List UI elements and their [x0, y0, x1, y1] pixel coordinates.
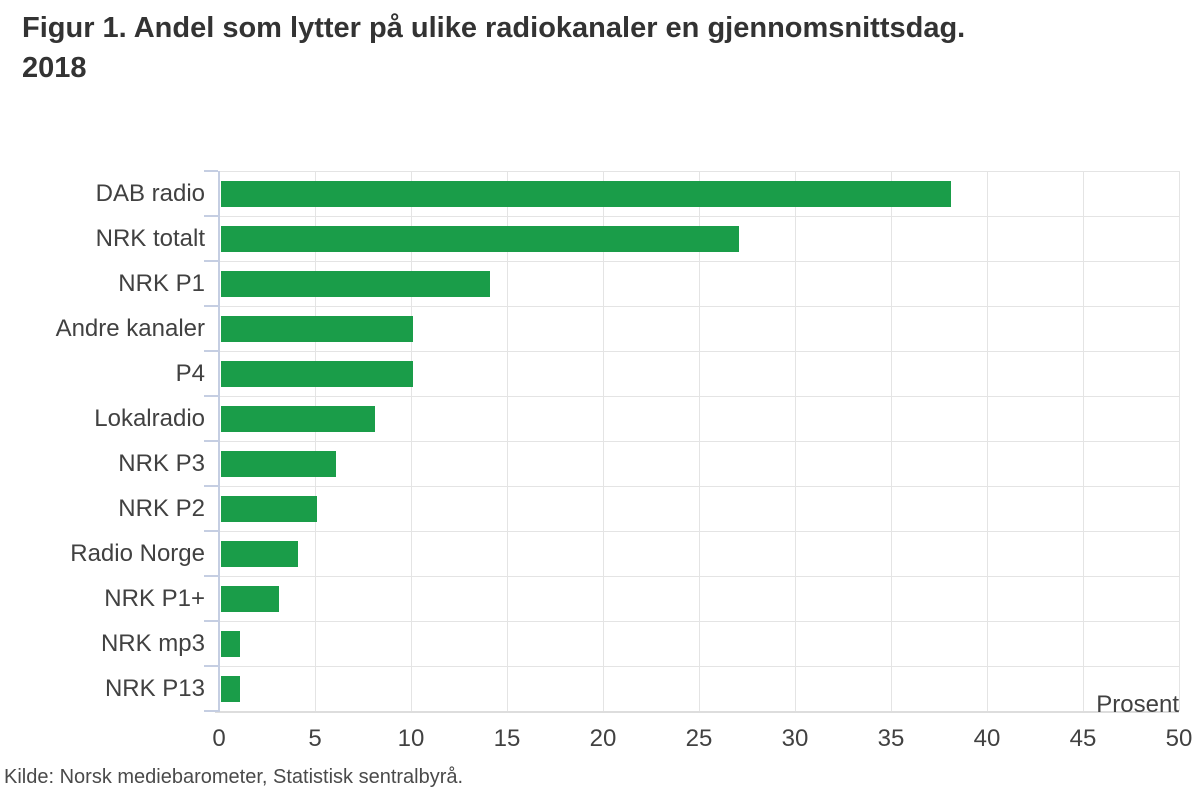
gridline-horizontal [219, 396, 1179, 397]
category-label: Andre kanaler [55, 315, 205, 342]
bar [221, 450, 337, 477]
bar [221, 180, 951, 207]
bar [221, 675, 241, 702]
y-axis-tick [204, 260, 218, 262]
gridline-horizontal [219, 216, 1179, 217]
category-label: NRK P2 [118, 495, 205, 522]
category-label: P4 [175, 360, 205, 387]
x-axis-tick-label: 30 [781, 725, 809, 752]
gridline-horizontal [219, 261, 1179, 262]
x-axis-tick-label: 10 [397, 725, 425, 752]
category-label: NRK P13 [104, 675, 205, 702]
y-axis-tick [204, 620, 218, 622]
gridline-horizontal [219, 171, 1179, 172]
bar [221, 630, 241, 657]
y-axis-tick [204, 575, 218, 577]
bar [221, 585, 279, 612]
y-axis-tick [204, 440, 218, 442]
category-label: NRK P1 [118, 270, 205, 297]
bar [221, 270, 490, 297]
figure-title-line2: 2018 [22, 52, 87, 84]
x-axis-title: Prosent [1096, 691, 1179, 718]
y-axis-tick [204, 485, 218, 487]
bar [221, 315, 413, 342]
bar [221, 225, 740, 252]
y-axis-tick [204, 305, 218, 307]
category-label: NRK totalt [95, 225, 205, 252]
gridline-horizontal [219, 621, 1179, 622]
gridline-horizontal [219, 486, 1179, 487]
x-axis-tick-label: 40 [973, 725, 1001, 752]
y-axis-line [218, 171, 220, 712]
source-note: Kilde: Norsk mediebarometer, Statistisk … [4, 766, 464, 788]
y-axis-tick [204, 350, 218, 352]
gridline-horizontal [219, 531, 1179, 532]
x-axis-tick-label: 35 [877, 725, 905, 752]
bar [221, 405, 375, 432]
category-label: NRK mp3 [100, 630, 205, 657]
x-axis-tick-label: 50 [1165, 725, 1193, 752]
y-axis-tick [204, 395, 218, 397]
gridline-horizontal [219, 666, 1179, 667]
gridline-vertical [1179, 171, 1180, 711]
y-axis-tick [204, 665, 218, 667]
x-axis-line [215, 711, 1179, 713]
category-label: Radio Norge [70, 540, 205, 567]
category-label: NRK P3 [118, 450, 205, 477]
category-label: DAB radio [95, 180, 205, 207]
gridline-horizontal [219, 441, 1179, 442]
x-axis-tick-label: 20 [589, 725, 617, 752]
figure-title: Figur 1. Andel som lytter på ulike radio… [22, 8, 965, 88]
bar [221, 360, 413, 387]
y-axis-tick [204, 530, 218, 532]
category-label: Lokalradio [94, 405, 205, 432]
x-axis-tick-label: 15 [493, 725, 521, 752]
x-axis-tick-label: 0 [212, 725, 226, 752]
gridline-horizontal [219, 576, 1179, 577]
y-axis-tick [204, 710, 218, 712]
y-axis-tick [204, 170, 218, 172]
x-axis-tick-label: 45 [1069, 725, 1097, 752]
x-axis-tick-label: 25 [685, 725, 713, 752]
figure-title-line1: Figur 1. Andel som lytter på ulike radio… [22, 12, 966, 44]
category-label: NRK P1+ [104, 585, 205, 612]
bar [221, 540, 298, 567]
y-axis-tick [204, 215, 218, 217]
bar [221, 495, 317, 522]
x-axis-tick-label: 5 [308, 725, 322, 752]
gridline-horizontal [219, 306, 1179, 307]
gridline-horizontal [219, 351, 1179, 352]
